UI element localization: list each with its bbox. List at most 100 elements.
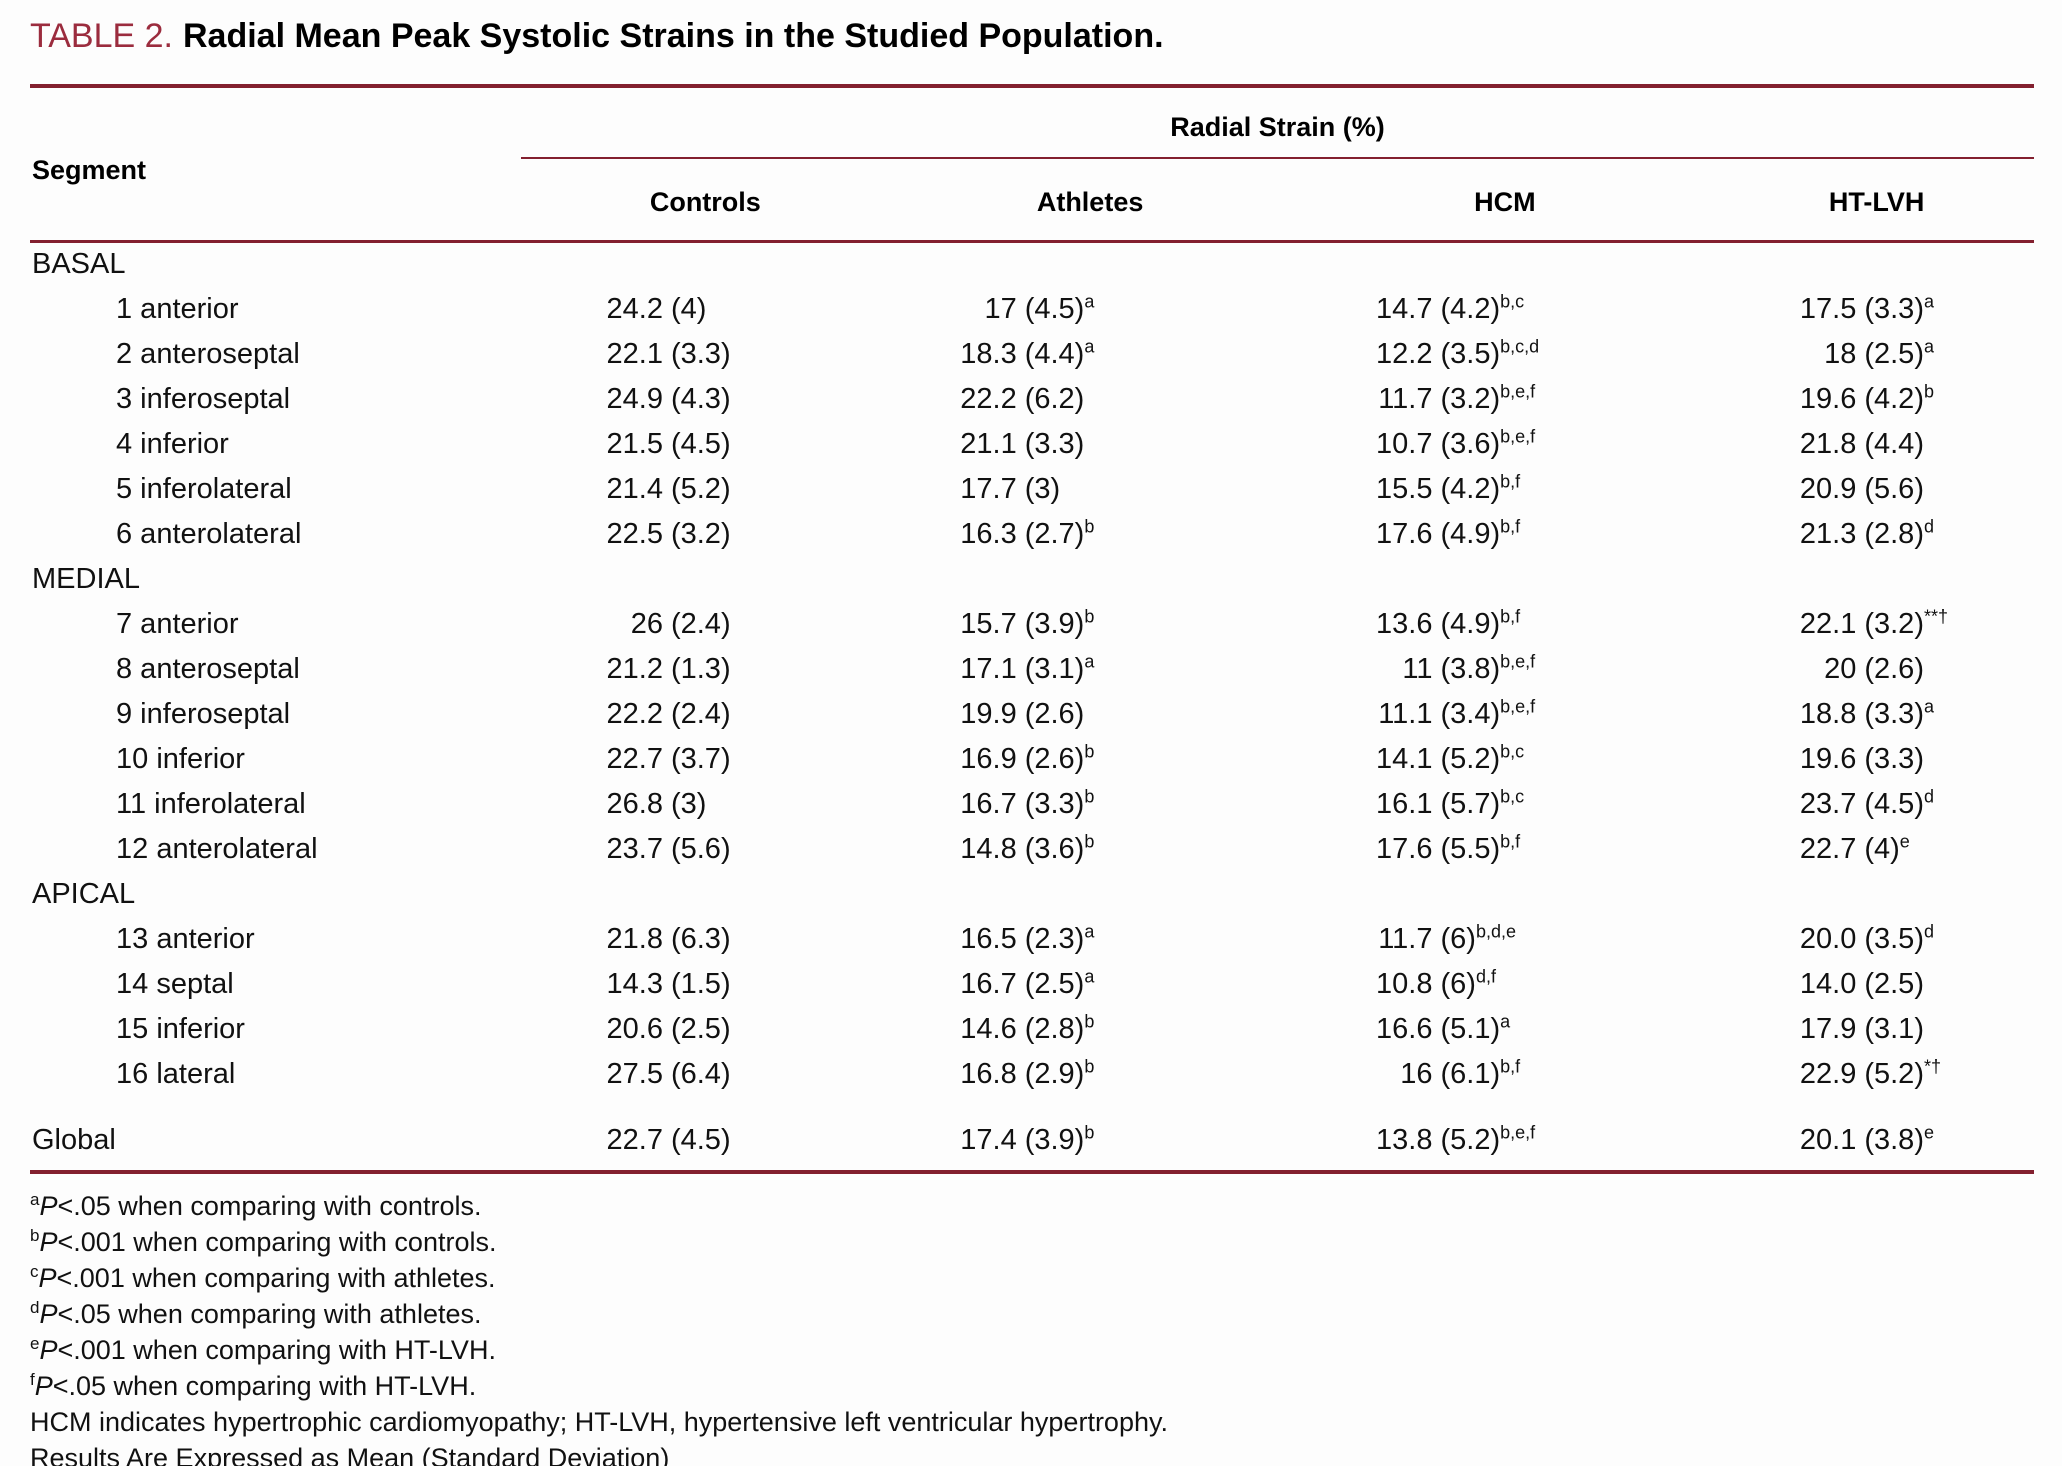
significance-superscript: a xyxy=(1084,651,1095,672)
sd-value: (2.5) xyxy=(1864,338,1924,370)
value-cell: 14.8 (3.6)b xyxy=(890,828,1291,873)
significance-superscript: b,f xyxy=(1500,831,1521,852)
significance-superscript: *† xyxy=(1923,1056,1941,1077)
significance-superscript: **† xyxy=(1923,606,1949,627)
significance-superscript: b,c,d xyxy=(1500,336,1540,357)
table-row: 9 inferoseptal 22.2 (2.4) 19.9 (2.6) 11.1 (3.4… xyxy=(30,693,2034,738)
value-cell: 24.2 (4) xyxy=(521,288,890,333)
footnote-superscript: f xyxy=(30,1370,35,1389)
section-label: APICAL xyxy=(32,878,136,910)
significance-superscript: b,e,f xyxy=(1500,1122,1536,1143)
table-row: 14 septal 14.3 (1.5) 16.7 (2.5)a 10.8 (6)d,f 14… xyxy=(30,963,2034,1008)
sd-value: (3.2) xyxy=(1864,608,1924,640)
table-row: 7 anterior 26 (2.4) 15.7 (3.9)b 13.6 (4.9)b,f 2… xyxy=(30,603,2034,648)
sd-value: (6.3) xyxy=(670,923,731,955)
mean-value: 21.1 xyxy=(960,428,1017,460)
sd-value: (3.5) xyxy=(1440,338,1501,370)
mean-value: 21.8 xyxy=(1799,428,1857,460)
value-cell: 17 (4.5)a xyxy=(890,288,1291,333)
sd-value: (3.3) xyxy=(1864,293,1924,325)
value-cell: 17.9 (3.1) xyxy=(1719,1008,2034,1053)
value-cell: 15.7 (3.9)b xyxy=(890,603,1291,648)
value-cell: 13.8 (5.2)b,e,f xyxy=(1291,1098,1720,1172)
value-cell: 17.1 (3.1)a xyxy=(890,648,1291,693)
mean-value: 24.2 xyxy=(606,293,663,325)
table-row: 3 inferoseptal 24.9 (4.3) 22.2 (6.2) 11.7 (3.2… xyxy=(30,378,2034,423)
sd-value: (5.2) xyxy=(1440,1124,1501,1156)
mean-value: 16.1 xyxy=(1376,788,1433,820)
value-cell: 18.3 (4.4)a xyxy=(890,333,1291,378)
value-cell: 21.1 (3.3) xyxy=(890,423,1291,468)
sd-value: (2.8) xyxy=(1864,518,1924,550)
footnote-text: Results Are Expressed as Mean (Standard … xyxy=(30,1443,670,1466)
footnote-line: fP<.05 when comparing with HT-LVH. xyxy=(30,1368,2034,1404)
significance-superscript: a xyxy=(1084,921,1095,942)
footnote-p-symbol: P xyxy=(34,1371,53,1401)
significance-superscript: b xyxy=(1084,1056,1095,1077)
segment-label: 5 inferolateral xyxy=(116,473,292,505)
significance-superscript: d xyxy=(1923,516,1934,537)
value-cell: 17.6 (4.9)b,f xyxy=(1291,513,1720,558)
footnote-text: <.05 when comparing with HT-LVH. xyxy=(52,1371,477,1401)
value-cell: 22.5 (3.2) xyxy=(521,513,890,558)
footnote-line: cP<.001 when comparing with athletes. xyxy=(30,1260,2034,1296)
footnote-text: <.05 when comparing with controls. xyxy=(57,1191,482,1221)
mean-value: 18.8 xyxy=(1799,698,1857,730)
value-cell: 14.6 (2.8)b xyxy=(890,1008,1291,1053)
footnote-text: <.001 when comparing with HT-LVH. xyxy=(57,1335,496,1365)
spanner-row: Segment Radial Strain (%) xyxy=(30,86,2034,243)
mean-value: 19.6 xyxy=(1799,383,1857,415)
significance-superscript: d xyxy=(1923,786,1934,807)
sd-value: (3) xyxy=(670,788,707,820)
column-header-controls: Controls xyxy=(520,158,890,243)
table-row: 12 anterolateral 23.7 (5.6) 14.8 (3.6)b 17.6(… xyxy=(30,828,2034,873)
table-row: 5 inferolateral 21.4 (5.2) 17.7 (3) 15.5 (4.2)… xyxy=(30,468,2034,513)
value-cell: 23.7 (4.5)d xyxy=(1719,783,2034,828)
significance-superscript: b,c xyxy=(1500,741,1525,762)
value-cell: 22.2 (6.2) xyxy=(890,378,1291,423)
mean-value: 18.3 xyxy=(960,338,1017,370)
significance-superscript: d xyxy=(1923,921,1934,942)
mean-value: 11.7 xyxy=(1378,923,1433,955)
segment-label: 4 inferior xyxy=(116,428,229,460)
column-header-athletes: Athletes xyxy=(889,158,1291,243)
significance-superscript: a xyxy=(1923,336,1934,357)
significance-superscript: b,f xyxy=(1500,606,1521,627)
value-cell: 22.2 (2.4) xyxy=(521,693,890,738)
section-label: BASAL xyxy=(32,248,126,280)
mean-value: 16.7 xyxy=(960,788,1017,820)
sd-value: (3.6) xyxy=(1440,428,1501,460)
value-cell: 16.3 (2.7)b xyxy=(890,513,1291,558)
significance-superscript: a xyxy=(1500,1011,1511,1032)
sd-value: (4) xyxy=(1864,833,1900,865)
sd-value: (4.2) xyxy=(1864,383,1924,415)
mean-value: 20.9 xyxy=(1799,473,1857,505)
sd-value: (4.9) xyxy=(1440,518,1501,550)
sd-value: (5.2) xyxy=(1864,1058,1924,1090)
value-cell: 16.6 (5.1)a xyxy=(1291,1008,1720,1053)
sd-value: (6.1) xyxy=(1440,1058,1501,1090)
global-row: Global 22.7 (4.5) 17.4 (3.9)b 13.8 (5.2)b,e,f 2… xyxy=(30,1098,2034,1172)
value-cell: 11.7 (3.2)b,e,f xyxy=(1291,378,1720,423)
significance-superscript: d,f xyxy=(1475,966,1496,987)
value-cell: 14.3 (1.5) xyxy=(521,963,890,1008)
footnote-superscript: c xyxy=(30,1262,39,1281)
segment-label: 12 anterolateral xyxy=(116,833,318,865)
mean-value: 19.6 xyxy=(1799,743,1857,775)
significance-superscript: b xyxy=(1084,1122,1095,1143)
sd-value: (6) xyxy=(1440,923,1476,955)
section-row: MEDIAL xyxy=(30,558,2034,603)
sd-value: (3.2) xyxy=(670,518,731,550)
value-cell: 22.1 (3.2)**† xyxy=(1719,603,2034,648)
mean-value: 26 xyxy=(630,608,663,640)
sd-value: (4.4) xyxy=(1864,428,1924,460)
value-cell: 21.4 (5.2) xyxy=(521,468,890,513)
footnote-superscript: d xyxy=(30,1298,40,1317)
segment-label: 13 anterior xyxy=(116,923,255,955)
value-cell: 19.9 (2.6) xyxy=(890,693,1291,738)
mean-value: 17.6 xyxy=(1376,518,1433,550)
significance-superscript: b,f xyxy=(1500,516,1521,537)
column-header-ht-lvh: HT-LVH xyxy=(1719,158,2034,243)
value-cell: 17.7 (3) xyxy=(890,468,1291,513)
significance-superscript: b xyxy=(1084,786,1095,807)
